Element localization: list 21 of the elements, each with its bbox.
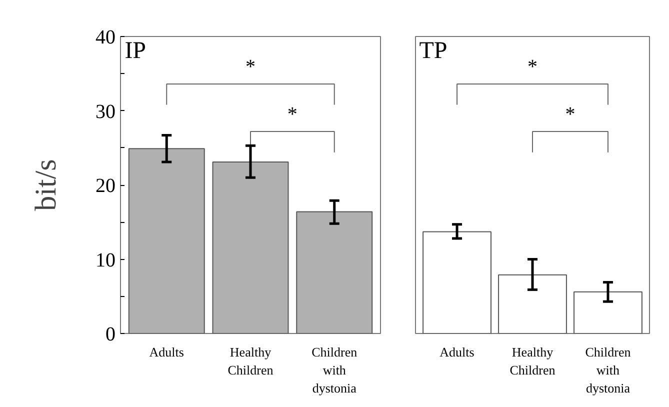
annotation: * xyxy=(565,104,576,126)
annotation: * xyxy=(287,104,298,126)
y-tick-label: 40 xyxy=(96,26,116,48)
y-tick-label: 10 xyxy=(96,249,116,272)
y-tick-label: 20 xyxy=(96,175,116,197)
annotation: * xyxy=(528,56,538,78)
x-tick-label: Children with dystonia xyxy=(585,344,632,396)
x-tick-label: Healthy Children xyxy=(228,344,274,378)
bar xyxy=(296,211,373,334)
chart-title: TP xyxy=(419,38,448,64)
x-tick-label: Healthy Children xyxy=(510,344,556,378)
x-tick-label: Children with dystonia xyxy=(312,344,358,396)
y-tick-label: 30 xyxy=(96,100,116,123)
bar xyxy=(212,161,289,334)
x-tick-label: Adults xyxy=(440,344,474,360)
annotation: * xyxy=(246,56,256,78)
y-tick-label: 0 xyxy=(106,324,116,346)
y-axis-title: bit/s xyxy=(30,159,62,211)
chart-title: IP xyxy=(124,38,146,64)
x-tick-label: Adults xyxy=(149,344,184,360)
bar xyxy=(128,148,205,334)
